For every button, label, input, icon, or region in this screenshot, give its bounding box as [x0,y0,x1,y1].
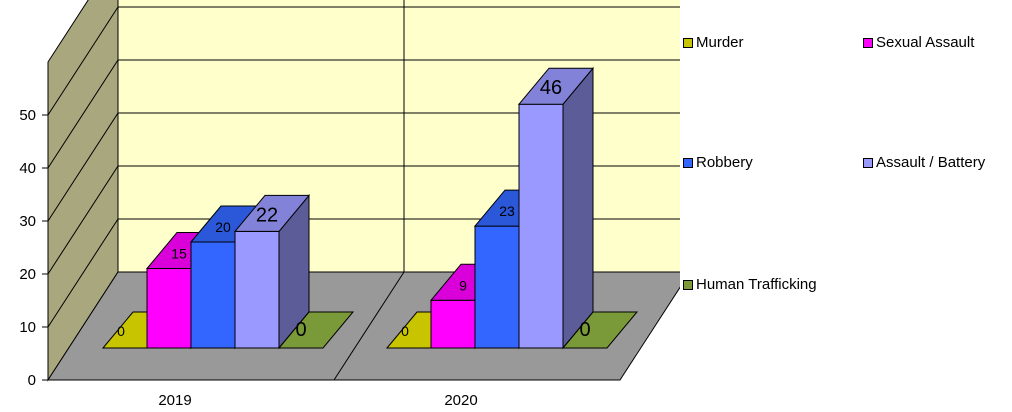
data-label: 23 [499,203,515,219]
y-tick-label: 40 [19,160,36,177]
data-label: 22 [256,204,278,226]
bar-side [562,66,594,350]
y-tick-label: 10 [19,319,36,336]
x-tick-label: 2020 [444,392,477,409]
bar-top [233,194,311,232]
gridline [47,6,680,116]
legend-item-robbery: Robbery [683,154,753,171]
legend-swatch [683,157,693,168]
bars: 0 15 20 22 0 0 9 23 46 0 [101,66,639,350]
legend-label: Assault / Battery [876,154,986,171]
bar-front [190,241,236,349]
data-label: 20 [215,219,231,235]
bar-assault-battery-2020: 46 [517,66,595,350]
x-tick-label: 2019 [158,392,191,409]
data-label: 0 [579,319,590,341]
chart: 0 10 20 30 40 50 0 15 20 22 0 0 9 23 46 0 2019 2020 [19,0,680,409]
x-axis: 2019 2020 [158,392,477,409]
legend-label: Robbery [696,154,753,171]
legend: Murder Sexual Assault Robbery Assault / Bat… [680,0,1012,412]
data-label: 0 [117,323,125,339]
legend-swatch [863,37,873,48]
bar-front [518,103,564,349]
legend-item-assault-battery: Assault / Battery [863,154,985,171]
bar-human-trafficking-2020: 0 [561,311,639,349]
y-tick-label: 20 [19,266,36,283]
gridline [47,59,680,169]
data-label: 0 [401,323,409,339]
gridline [47,112,680,222]
bar-human-trafficking-2019: 0 [277,311,355,349]
bar-front [146,268,192,349]
y-tick-label: 50 [19,107,36,124]
bar-top [277,311,355,349]
legend-item-sexual-assault: Sexual Assault [863,34,974,51]
bar-front [430,299,476,349]
legend-item-murder: Murder [683,34,744,51]
bar-assault-battery-2019: 22 [233,194,311,350]
data-label: 0 [295,319,306,341]
legend-label: Murder [696,34,744,51]
data-label: 9 [459,277,467,293]
floor-divider [333,271,405,381]
data-label: 46 [540,77,562,99]
legend-swatch [683,279,693,290]
legend-label: Human Trafficking [696,276,817,293]
y-tick-label: 0 [28,372,36,389]
data-label: 15 [171,246,187,262]
bar-front [234,230,280,349]
legend-swatch [683,37,693,48]
legend-swatch [863,157,873,168]
legend-label: Sexual Assault [876,34,975,51]
y-tick-label: 30 [19,213,36,230]
bar-top [561,311,639,349]
y-axis: 0 10 20 30 40 50 [19,62,49,389]
legend-item-human-trafficking: Human Trafficking [683,276,817,293]
bar-top [517,67,595,105]
gridline [47,165,680,275]
bar-front [474,225,520,349]
